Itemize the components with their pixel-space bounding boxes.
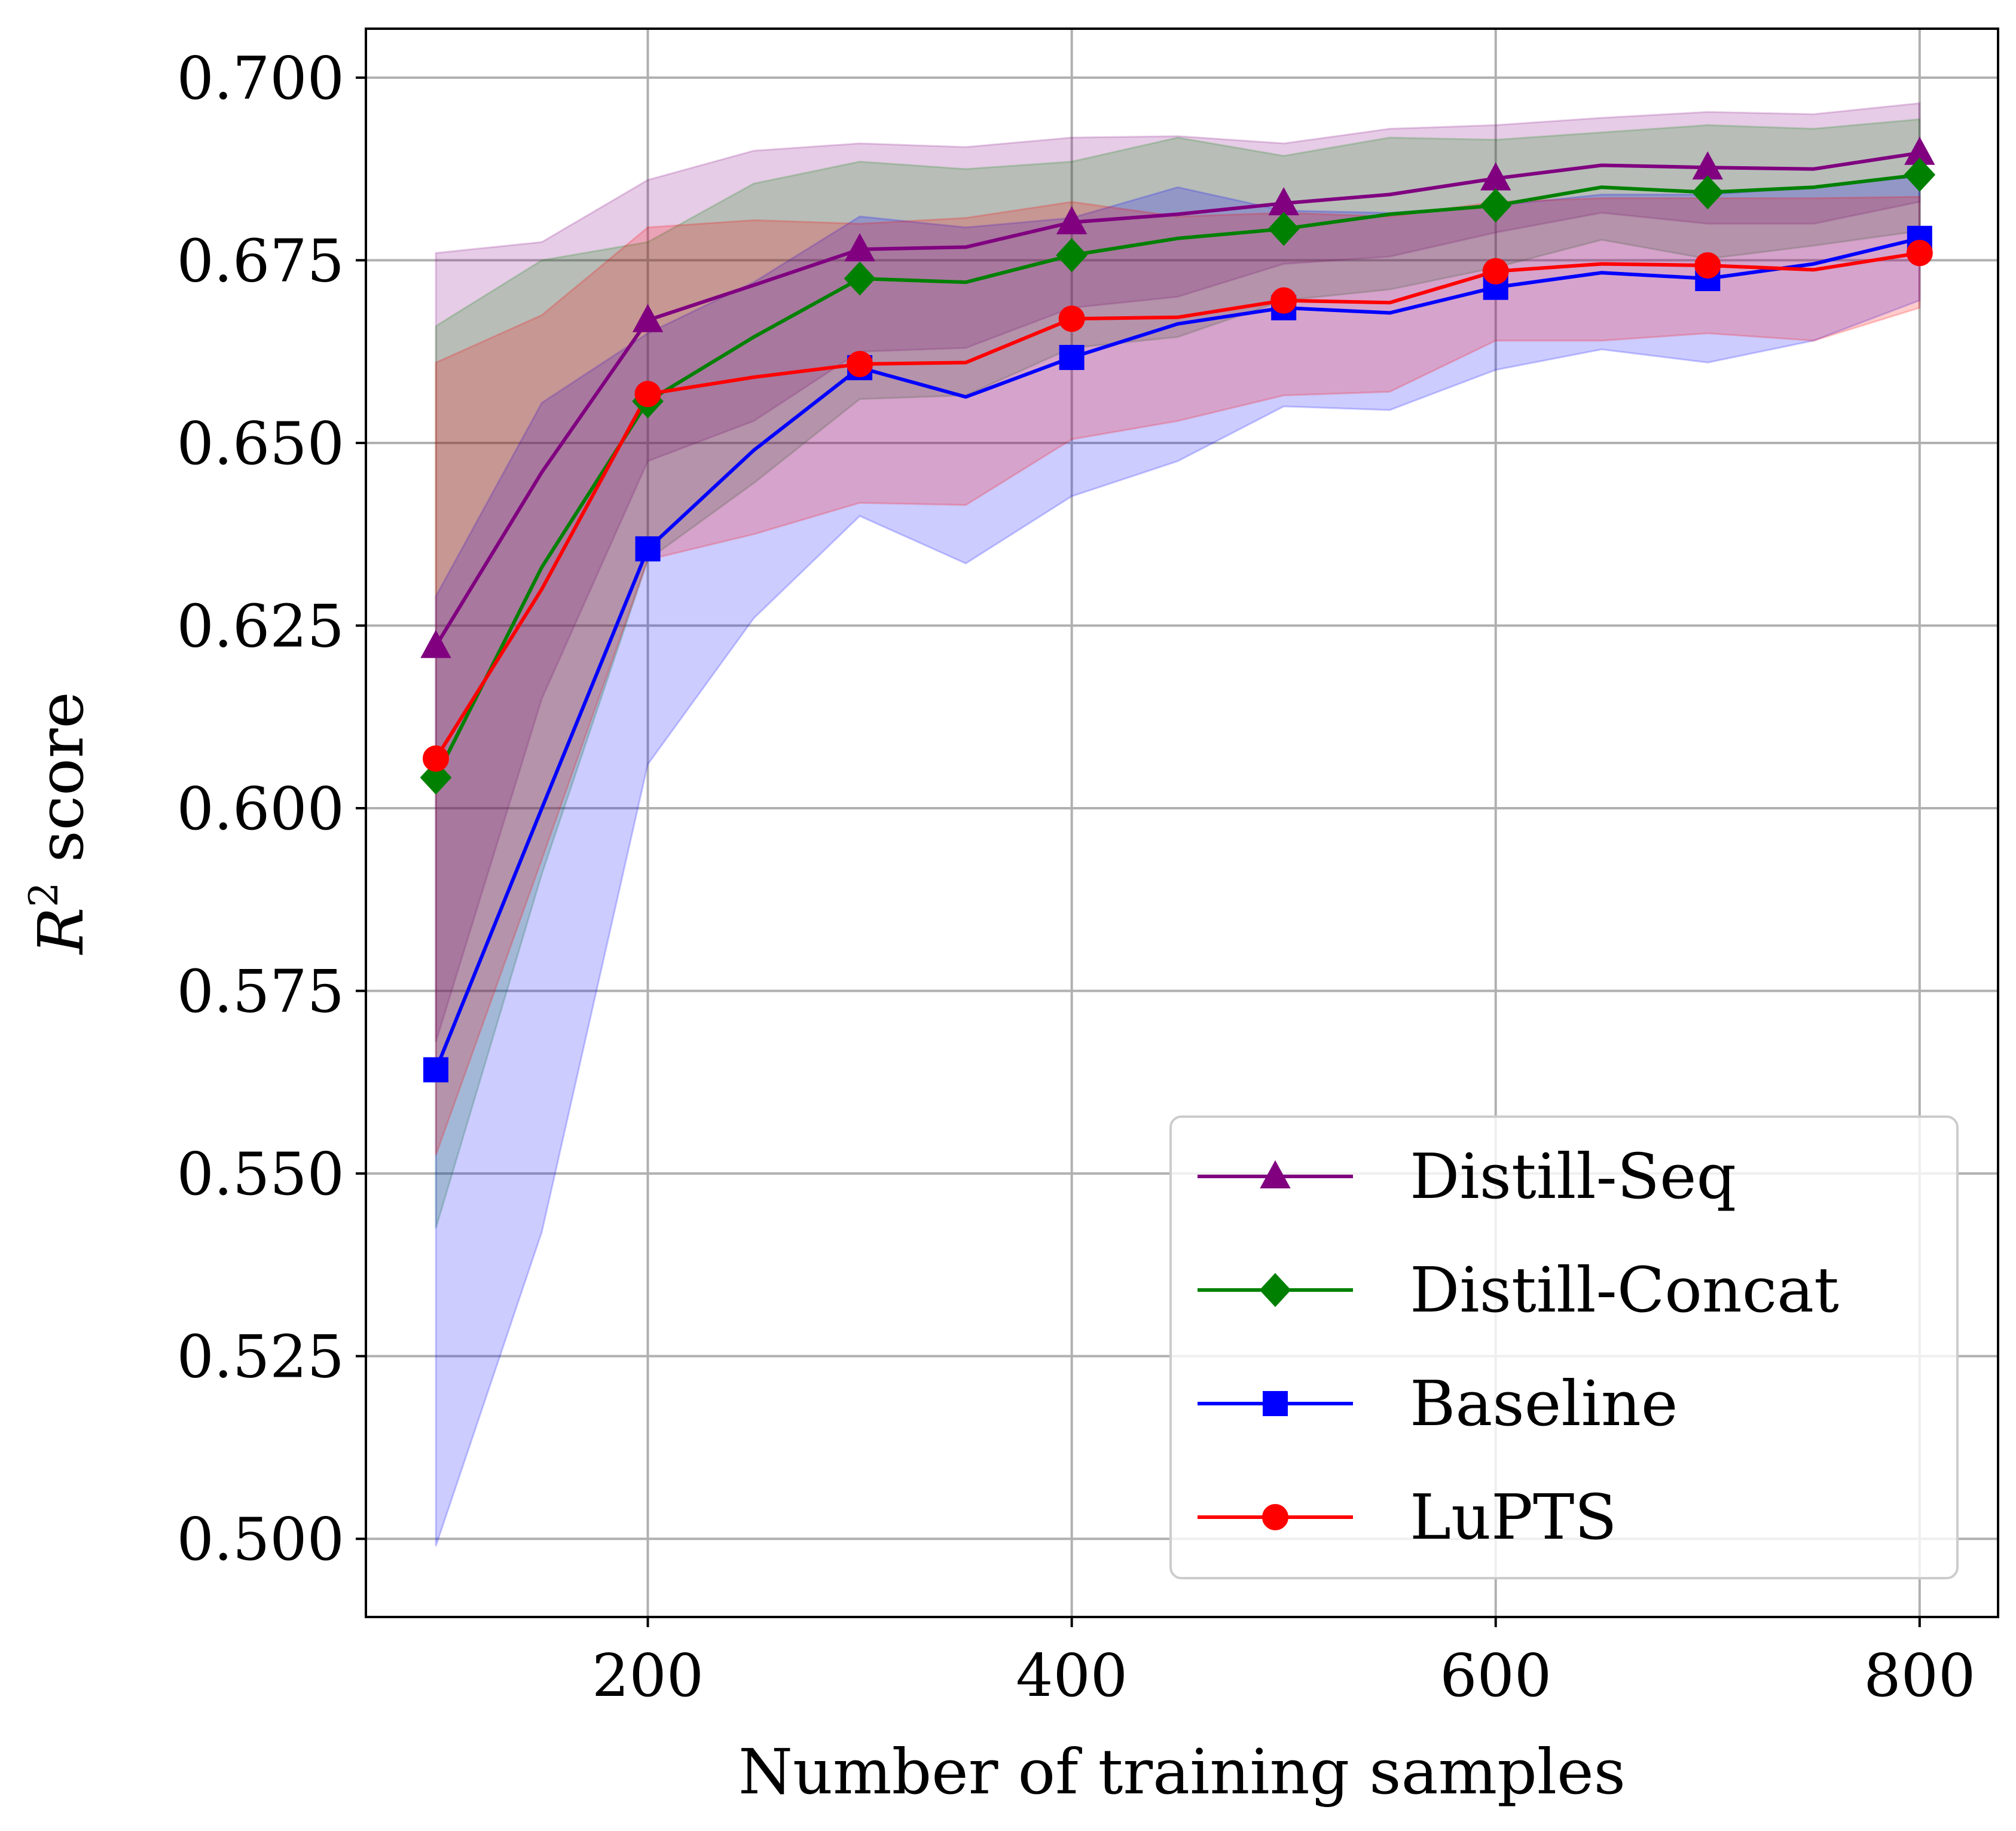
y-axis-label: R2 score	[21, 692, 97, 955]
point-distill-concat	[1480, 188, 1512, 223]
point-lupts	[634, 381, 661, 408]
legend-label: Baseline	[1410, 1367, 1678, 1440]
point-baseline	[635, 536, 661, 562]
y-axis-label-symbol: R	[25, 907, 97, 955]
line-baseline	[434, 236, 1920, 1071]
point-lupts	[847, 350, 873, 377]
point-lupts	[1058, 305, 1085, 332]
axis-ticks: 200 400 600 800 0.500 0.525 0.550 0.575 0.600 0.6…	[176, 45, 1975, 1710]
point-distill-seq	[420, 629, 451, 658]
x-axis-label: Number of training samples	[738, 1735, 1626, 1808]
band-lupts	[435, 195, 1921, 1156]
y-tick-label: 0.625	[176, 593, 344, 661]
legend-box	[1169, 1115, 1959, 1579]
point-distill-seq	[844, 233, 875, 262]
point-lupts	[423, 745, 449, 772]
legend-label: Distill-Seq	[1410, 1140, 1736, 1213]
y-axis-label-superscript: 2	[21, 882, 67, 907]
x-tick-label: 400	[1016, 1642, 1128, 1710]
legend: Distill-Seq Distill-Concat Baseline LuPTS	[1169, 1115, 1959, 1579]
point-baseline	[423, 1057, 448, 1083]
y-tick-label: 0.700	[176, 45, 344, 113]
y-tick-label: 0.550	[176, 1141, 344, 1209]
legend-marker	[1263, 1391, 1288, 1416]
x-tick-label: 800	[1864, 1642, 1975, 1710]
point-lupts	[1482, 258, 1509, 285]
point-distill-concat	[1267, 212, 1300, 246]
line-distill-seq	[434, 151, 1920, 647]
point-distill-seq	[1056, 206, 1088, 234]
y-axis-label-text: score	[25, 692, 97, 882]
point-distill-seq	[632, 304, 664, 332]
legend-marker	[1262, 1504, 1288, 1530]
y-tick-label: 0.575	[176, 958, 344, 1026]
series-markers	[420, 136, 1936, 1083]
legend-label: Distill-Concat	[1410, 1254, 1839, 1326]
band-baseline	[435, 175, 1921, 1546]
point-baseline	[1059, 344, 1085, 370]
line-distill-concat	[434, 173, 1920, 779]
legend-marker	[1259, 1273, 1291, 1307]
series-lines	[434, 151, 1920, 1071]
point-distill-concat	[1056, 238, 1088, 273]
y-tick-label: 0.650	[176, 410, 344, 478]
point-lupts	[1906, 240, 1933, 267]
point-lupts	[1694, 252, 1721, 279]
x-tick-label: 200	[592, 1642, 704, 1710]
y-tick-label: 0.675	[176, 227, 344, 295]
plot-frame	[365, 27, 1999, 1618]
point-lupts	[1270, 287, 1297, 314]
y-tick-label: 0.500	[176, 1506, 344, 1574]
legend-marker	[1260, 1160, 1291, 1188]
legend-label: LuPTS	[1410, 1481, 1617, 1554]
y-tick-label: 0.600	[176, 775, 344, 843]
point-distill-concat	[1904, 157, 1936, 192]
x-tick-label: 600	[1440, 1642, 1551, 1710]
point-distill-concat	[420, 760, 452, 795]
line-lupts	[434, 251, 1920, 760]
point-distill-concat	[1691, 175, 1724, 210]
y-tick-label: 0.525	[176, 1323, 344, 1392]
point-distill-concat	[844, 261, 876, 296]
